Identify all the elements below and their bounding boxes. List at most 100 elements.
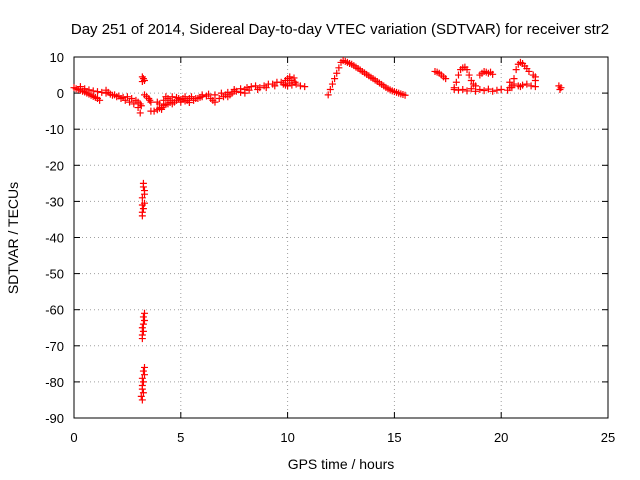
- data-point: [96, 96, 104, 104]
- data-point: [510, 80, 518, 88]
- data-point: [138, 335, 146, 343]
- data-point: [123, 93, 131, 101]
- data-point: [290, 74, 298, 82]
- data-point: [245, 86, 253, 94]
- data-point: [177, 96, 185, 104]
- data-point: [463, 87, 471, 95]
- data-point: [155, 100, 163, 108]
- data-point: [138, 385, 146, 393]
- data-point: [247, 83, 255, 91]
- data-point: [254, 85, 262, 93]
- y-axis-label: SDTVAR / TECUs: [5, 182, 21, 294]
- y-tick-label: -50: [45, 267, 64, 282]
- data-point: [117, 95, 125, 103]
- data-point: [104, 88, 112, 96]
- data-point: [139, 313, 147, 321]
- data-point: [531, 76, 539, 84]
- y-tick-label: -80: [45, 375, 64, 390]
- data-point: [452, 78, 460, 86]
- data-point: [454, 86, 462, 94]
- y-tick-label: -40: [45, 231, 64, 246]
- data-point: [76, 83, 84, 91]
- data-point: [158, 105, 166, 113]
- data-point: [252, 82, 260, 90]
- data-point: [271, 82, 279, 90]
- data-point: [326, 85, 334, 93]
- data-point: [292, 80, 300, 88]
- data-point: [497, 85, 505, 93]
- data-point: [168, 93, 176, 101]
- data-point: [508, 84, 516, 92]
- data-point: [128, 95, 136, 103]
- data-point: [401, 91, 409, 99]
- y-tick-label: -60: [45, 303, 64, 318]
- grid-lines: [74, 57, 608, 418]
- data-point: [484, 85, 492, 93]
- data-point: [198, 91, 206, 99]
- data-point: [140, 371, 148, 379]
- data-point: [160, 96, 168, 104]
- data-point: [480, 87, 488, 95]
- data-point: [146, 96, 154, 104]
- data-point: [527, 82, 535, 90]
- data-point: [89, 87, 97, 95]
- data-point: [140, 317, 148, 325]
- data-point: [450, 85, 458, 93]
- data-point: [476, 85, 484, 93]
- y-tick-label: -10: [45, 122, 64, 137]
- data-point: [138, 212, 146, 220]
- data-point: [331, 75, 339, 83]
- x-axis-label: GPS time / hours: [288, 456, 395, 472]
- data-point: [489, 70, 497, 78]
- data-point: [459, 85, 467, 93]
- data-point: [211, 91, 219, 99]
- data-point: [286, 79, 294, 87]
- data-point: [181, 97, 189, 105]
- data-point: [472, 87, 480, 95]
- plot-frame: [73, 56, 609, 419]
- y-tick-label: -70: [45, 339, 64, 354]
- data-point: [335, 64, 343, 72]
- data-point: [108, 91, 116, 99]
- data-point: [139, 327, 147, 335]
- data-point: [139, 320, 147, 328]
- data-point: [512, 66, 520, 74]
- y-tick-label: -90: [45, 411, 64, 426]
- data-point: [237, 85, 245, 93]
- x-tick-label: 20: [494, 430, 508, 445]
- data-point: [516, 83, 524, 91]
- data-point: [85, 86, 93, 94]
- data-point: [138, 396, 146, 404]
- data-point: [230, 85, 238, 93]
- data-point: [150, 107, 158, 115]
- data-point: [98, 88, 106, 96]
- data-point: [211, 98, 219, 106]
- data-point: [139, 183, 147, 191]
- chart-title: Day 251 of 2014, Sidereal Day-to-day VTE…: [71, 21, 609, 38]
- x-tick-label: 0: [70, 430, 77, 445]
- data-point: [139, 367, 147, 375]
- y-tick-label: 10: [50, 50, 64, 65]
- data-point: [136, 109, 144, 117]
- data-point: [81, 85, 89, 93]
- data-point: [296, 82, 304, 90]
- data-point: [126, 98, 134, 106]
- data-point: [166, 96, 174, 104]
- y-tick-label: -20: [45, 158, 64, 173]
- data-point: [138, 194, 146, 202]
- data-point: [93, 88, 101, 96]
- data-point: [113, 93, 121, 101]
- data-point: [324, 91, 332, 99]
- data-point: [139, 389, 147, 397]
- data-point: [262, 84, 270, 92]
- data-point: [187, 93, 195, 101]
- data-point: [286, 73, 294, 81]
- data-point: [130, 100, 138, 108]
- data-point: [217, 89, 225, 97]
- data-point: [467, 76, 475, 84]
- data-point: [465, 71, 473, 79]
- data-point: [328, 80, 336, 88]
- data-point: [137, 102, 145, 110]
- y-tick-label: 0: [57, 86, 64, 101]
